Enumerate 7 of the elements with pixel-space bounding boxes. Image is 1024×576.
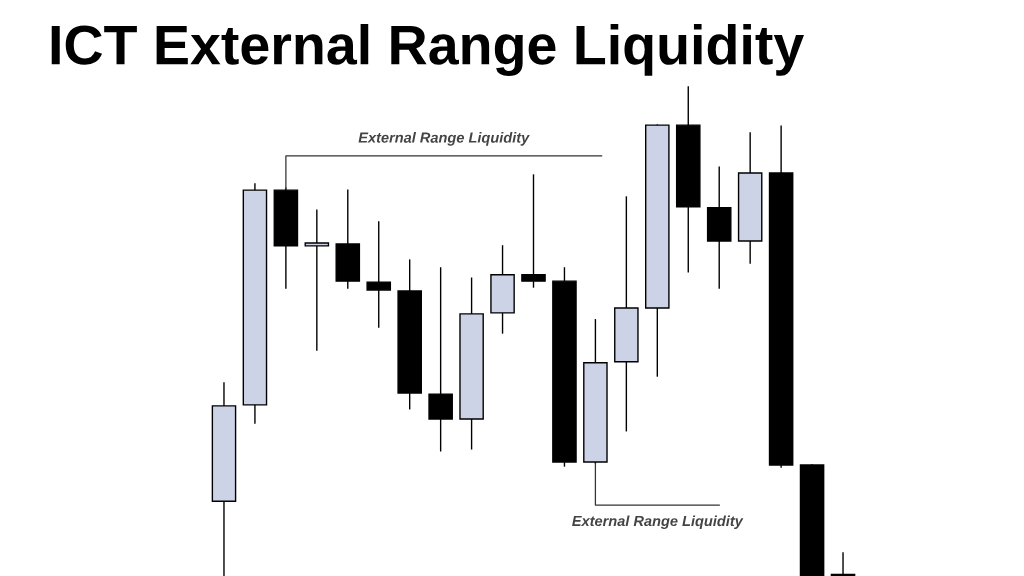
annotation: External Range Liquidity (572, 515, 744, 530)
candlestick (366, 221, 392, 328)
chart-title: ICT External Range Liquidity (51, 23, 804, 77)
candlestick (830, 552, 856, 576)
candlestick (304, 209, 330, 351)
candlestick (521, 174, 546, 288)
annotation: External Range Liquidity (358, 132, 530, 146)
